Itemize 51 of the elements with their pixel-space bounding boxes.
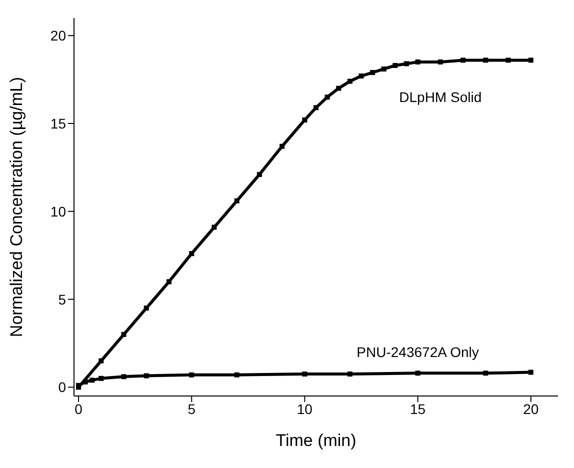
point [483,370,488,376]
point [121,374,126,380]
point [256,172,262,177]
point [415,59,420,64]
y-axis-title: Normalized Concentration (µg/mL) [7,76,26,338]
point [483,58,488,63]
point [404,61,409,66]
point [460,58,466,63]
point [314,105,318,110]
point [347,78,352,84]
point [528,370,534,375]
point [90,378,95,383]
point [212,224,217,230]
point [302,372,308,377]
x-tick-label: 20 [523,400,539,417]
point [280,144,285,149]
point [144,373,149,378]
series-label: DLpHM Solid [399,88,482,105]
point [370,70,376,75]
point [98,376,104,381]
point [82,379,88,384]
y-tick-label: 5 [58,291,66,308]
y-tick-label: 10 [50,203,66,220]
point [528,58,534,63]
y-tick-label: 15 [50,115,66,132]
x-tick-label: 15 [410,400,426,417]
point [98,358,104,364]
point [415,370,420,376]
x-axis-title: Time (min) [276,431,356,450]
point [392,62,398,68]
point [358,74,364,79]
point [336,86,342,91]
point [347,372,352,377]
point [302,117,308,122]
series-label: PNU-243672A Only [356,344,479,360]
point [438,59,443,64]
x-tick-label: 0 [74,400,83,417]
point [234,198,240,204]
point [234,372,240,378]
point [144,306,149,311]
point [506,58,511,63]
point [166,279,172,284]
x-tick-label: 10 [296,400,313,417]
point [189,251,194,256]
x-tick-label: 5 [188,400,196,417]
point [381,66,386,72]
y-tick-label: 20 [50,28,66,44]
y-tick-label: 0 [58,379,66,396]
point [189,372,194,378]
point [121,332,126,337]
point [324,94,330,100]
